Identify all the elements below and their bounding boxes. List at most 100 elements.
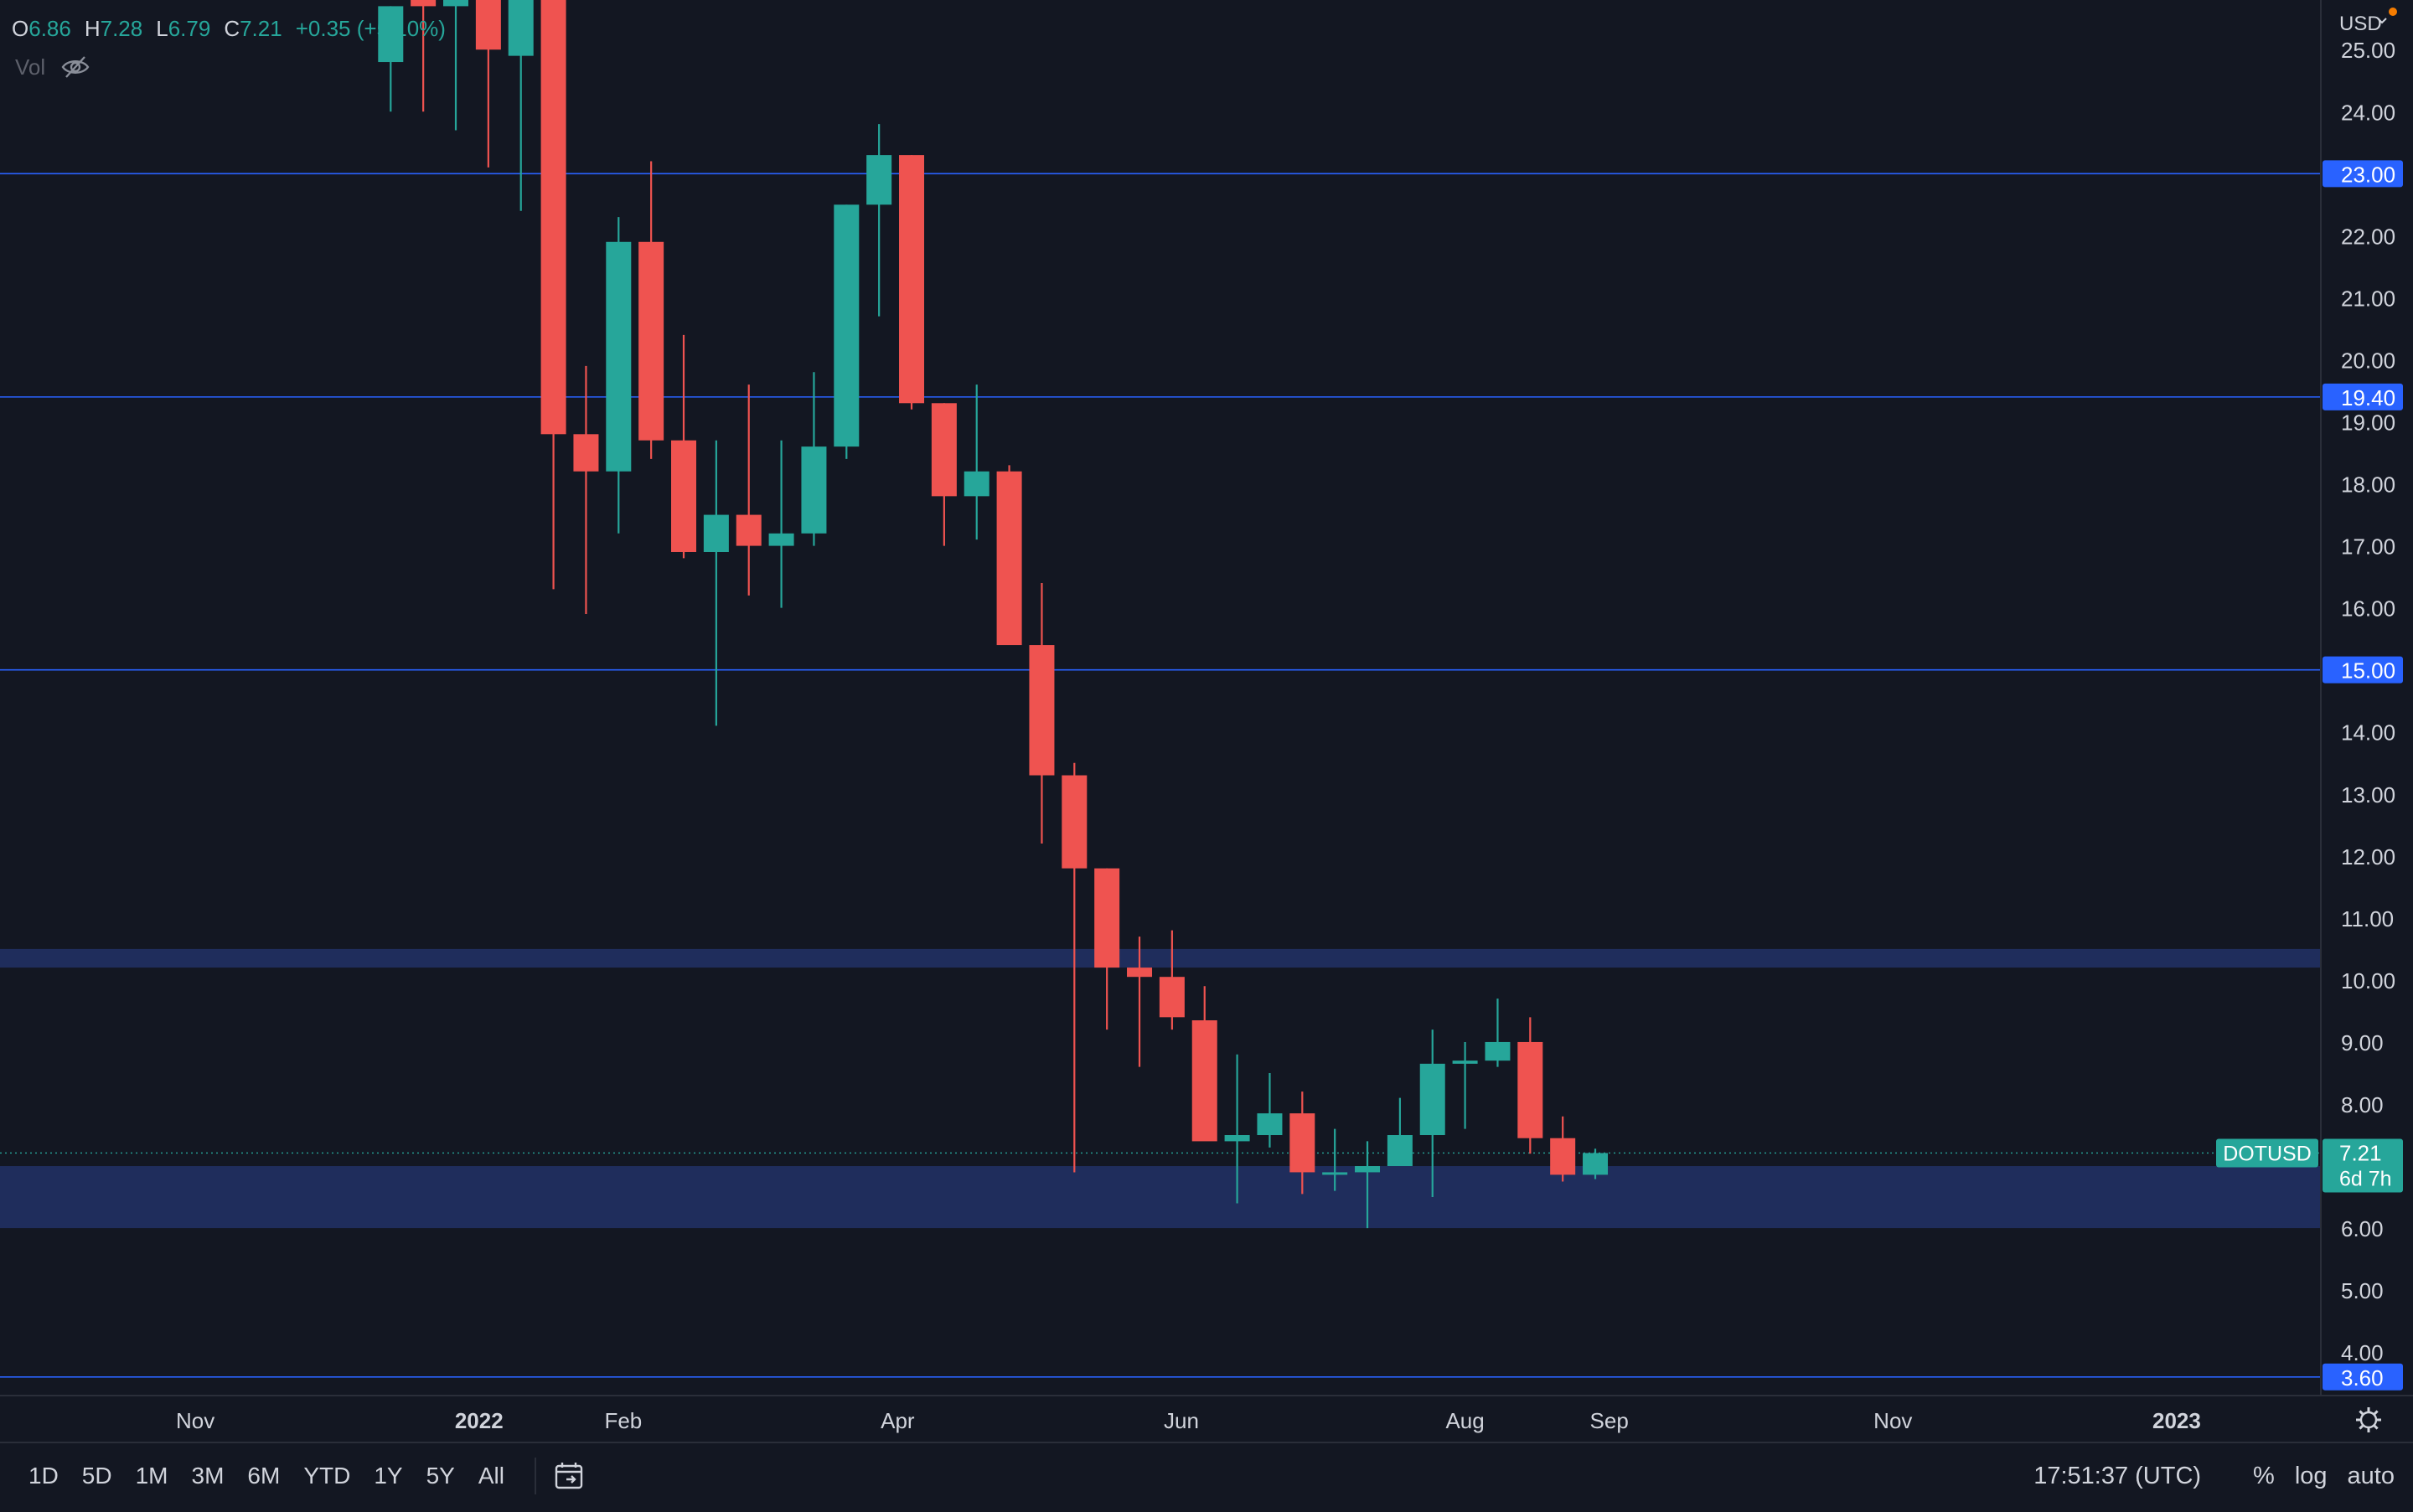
gear-icon[interactable] [2356,1407,2381,1432]
candle [671,334,697,559]
candle [1452,1041,1478,1129]
candle [475,0,501,168]
candle-body [1387,1135,1413,1167]
utc-clock[interactable]: 17:51:37 (UTC) [2033,1462,2202,1489]
low-value: 6.79 [168,15,211,41]
candle [411,0,437,112]
candle [1550,1116,1576,1182]
plot-area [0,0,2321,1378]
candle [931,403,957,546]
high-value: 7.28 [100,15,143,41]
candle-body [834,204,860,447]
ohlc-legend: O6.86 H7.28 L6.79 C7.21 +0.35 (+5.10%) [12,12,446,45]
price-tick-label: 19.00 [2341,410,2395,436]
candle-body [1355,1166,1381,1173]
price-axis: 4.005.006.007.008.009.0010.0011.0012.001… [2216,8,2403,1391]
symbol-tag: DOTUSD [2223,1142,2312,1165]
time-tick-label: Apr [881,1408,915,1433]
close-value: 7.21 [240,15,282,41]
price-tick-label: 17.00 [2341,534,2395,560]
candle-body [1289,1113,1315,1173]
level-price-label: 15.00 [2341,658,2395,684]
timeframe-1y-button[interactable]: 1Y [374,1463,403,1489]
candle-body [1583,1153,1609,1175]
candle [1322,1128,1348,1191]
candle [378,6,404,112]
candle [1094,868,1120,1030]
level-label-bg [2323,383,2403,410]
price-tick-label: 12.00 [2341,844,2395,870]
timeframe-1d-button[interactable]: 1D [28,1463,59,1489]
bar-countdown-label: 6d 7h [2339,1167,2392,1190]
candle-body [1191,1020,1217,1142]
candle-body [378,6,404,63]
price-tick-label: 8.00 [2341,1092,2384,1117]
candle [1387,1097,1413,1167]
calendar-goto-icon[interactable] [551,1458,588,1494]
candle-body [1062,775,1088,869]
price-tick-label: 16.00 [2341,596,2395,622]
price-tick-label: 11.00 [2341,906,2394,931]
time-tick-label: Jun [1164,1408,1199,1433]
candle [899,155,925,410]
candle [1355,1141,1381,1229]
level-price-label: 23.00 [2341,162,2395,187]
price-tick-label: 13.00 [2341,782,2395,808]
candle-body [443,0,469,7]
timeframe-6m-button[interactable]: 6M [247,1463,281,1489]
currency-label: USD [2339,13,2382,35]
time-tick-label: Aug [1445,1408,1484,1433]
timeframe-ytd-button[interactable]: YTD [303,1463,351,1489]
candle [736,384,762,596]
auto-scale-button[interactable]: auto [2347,1462,2395,1489]
price-tick-label: 21.00 [2341,286,2395,311]
timeframe-5y-button[interactable]: 5Y [426,1463,455,1489]
time-axis: Nov 2022 Feb Apr Jun Aug Sep Nov 2023 [176,1408,2201,1433]
candle-body [866,155,892,205]
candle [996,465,1022,646]
candle-body [606,241,632,472]
candle [834,204,860,459]
level-price-label: 3.60 [2341,1365,2384,1391]
open-value: 6.86 [28,15,71,41]
timeframe-all-button[interactable]: All [478,1463,504,1489]
candle-body [1485,1041,1511,1061]
toolbar-divider [534,1458,536,1494]
alert-dot-icon [2389,8,2397,16]
timeframe-5d-button[interactable]: 5D [81,1463,112,1489]
candle-body [1127,968,1153,978]
change-value: +0.35 (+5.10%) [295,15,446,41]
price-tick-label: 18.00 [2341,472,2395,498]
eye-hidden-icon[interactable] [60,52,90,82]
candle-body [964,471,989,497]
candle-body [638,241,664,441]
timeframe-1m-button[interactable]: 1M [135,1463,168,1489]
candle [573,365,599,615]
log-scale-button[interactable]: log [2294,1462,2328,1489]
candle-body [573,434,599,472]
symbol-tag-bg [2216,1138,2318,1168]
candle-body [736,514,762,546]
timeframe-3m-button[interactable]: 3M [191,1463,225,1489]
price-tick-label: 9.00 [2341,1030,2384,1055]
candle [508,0,534,211]
candle-body [1322,1172,1348,1175]
candle [1257,1072,1283,1148]
percent-scale-button[interactable]: % [2253,1462,2275,1489]
candle [801,372,827,546]
candle-body [899,155,925,404]
candle [1583,1148,1609,1179]
support-zone-1 [0,1166,2321,1229]
candle-body [671,440,697,552]
candle [964,384,989,540]
bottom-toolbar: 1D 5D 1M 3M 6M YTD 1Y 5Y All 17:51:37 (UTC) % lo… [0,1444,2413,1508]
candle-body [768,533,794,546]
low-label: L [156,15,168,41]
time-tick-label: 2023 [2152,1408,2201,1433]
candle-body [411,0,437,7]
candle-body [1029,645,1055,776]
candle [1062,762,1088,1173]
